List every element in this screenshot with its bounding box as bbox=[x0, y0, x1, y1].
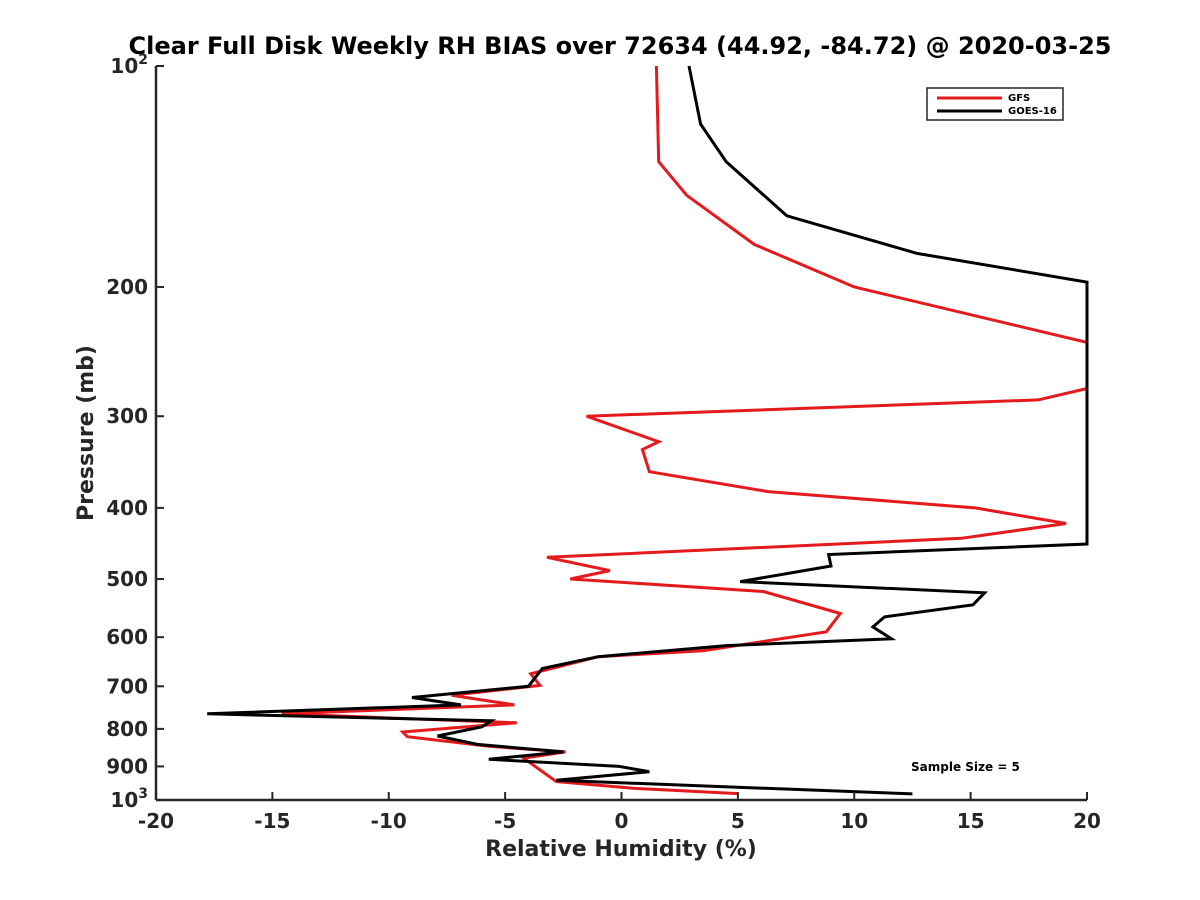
x-tick-label: 10 bbox=[840, 809, 868, 833]
legend-label-gfs: GFS bbox=[1008, 93, 1030, 104]
x-axis-label: Relative Humidity (%) bbox=[485, 837, 757, 862]
y-tick-label-exponent: 2 bbox=[138, 52, 148, 68]
y-tick-label: 200 bbox=[106, 275, 148, 299]
y-tick-label: 400 bbox=[106, 496, 148, 520]
x-tick-label: 20 bbox=[1073, 809, 1101, 833]
x-tick-label: -15 bbox=[254, 809, 290, 833]
y-tick-label-base: 10 bbox=[110, 788, 138, 812]
x-tick-label: 5 bbox=[731, 809, 745, 833]
x-tick-label: 15 bbox=[957, 809, 985, 833]
legend-label-goes16: GOES-16 bbox=[1008, 106, 1057, 117]
y-tick-label: 600 bbox=[106, 625, 148, 649]
x-tick-label: -5 bbox=[494, 809, 516, 833]
y-tick-label: 900 bbox=[106, 754, 148, 778]
x-ticks: -20 -15 -10 -5 0 5 10 15 20 bbox=[138, 792, 1101, 833]
y-tick-label: 300 bbox=[106, 404, 148, 428]
y-tick-label-exponent: 3 bbox=[138, 786, 148, 802]
series-line-goes16 bbox=[207, 65, 1089, 796]
y-axis-label: Pressure (mb) bbox=[74, 345, 99, 521]
y-tick-label: 500 bbox=[106, 567, 148, 591]
legend-box bbox=[926, 87, 1064, 121]
y-tick-label-base: 10 bbox=[110, 54, 138, 78]
sample-size-annotation: Sample Size = 5 bbox=[911, 760, 1020, 774]
x-tick-label: -20 bbox=[138, 809, 174, 833]
x-tick-label: 0 bbox=[615, 809, 629, 833]
y-tick-label: 102 bbox=[110, 52, 148, 78]
series-line-gfs bbox=[281, 65, 1089, 796]
plot-area: -20 -15 -10 -5 0 5 10 15 20 10220030040050060070… bbox=[106, 52, 1101, 833]
legend: GFS GOES-16 bbox=[926, 87, 1064, 121]
y-tick-label: 103 bbox=[110, 786, 148, 812]
y-tick-label: 800 bbox=[106, 717, 148, 741]
y-tick-label: 700 bbox=[106, 674, 148, 698]
series-layer bbox=[207, 65, 1089, 796]
x-tick-label: -10 bbox=[371, 809, 407, 833]
chart-title: Clear Full Disk Weekly RH BIAS over 7263… bbox=[129, 32, 1112, 60]
